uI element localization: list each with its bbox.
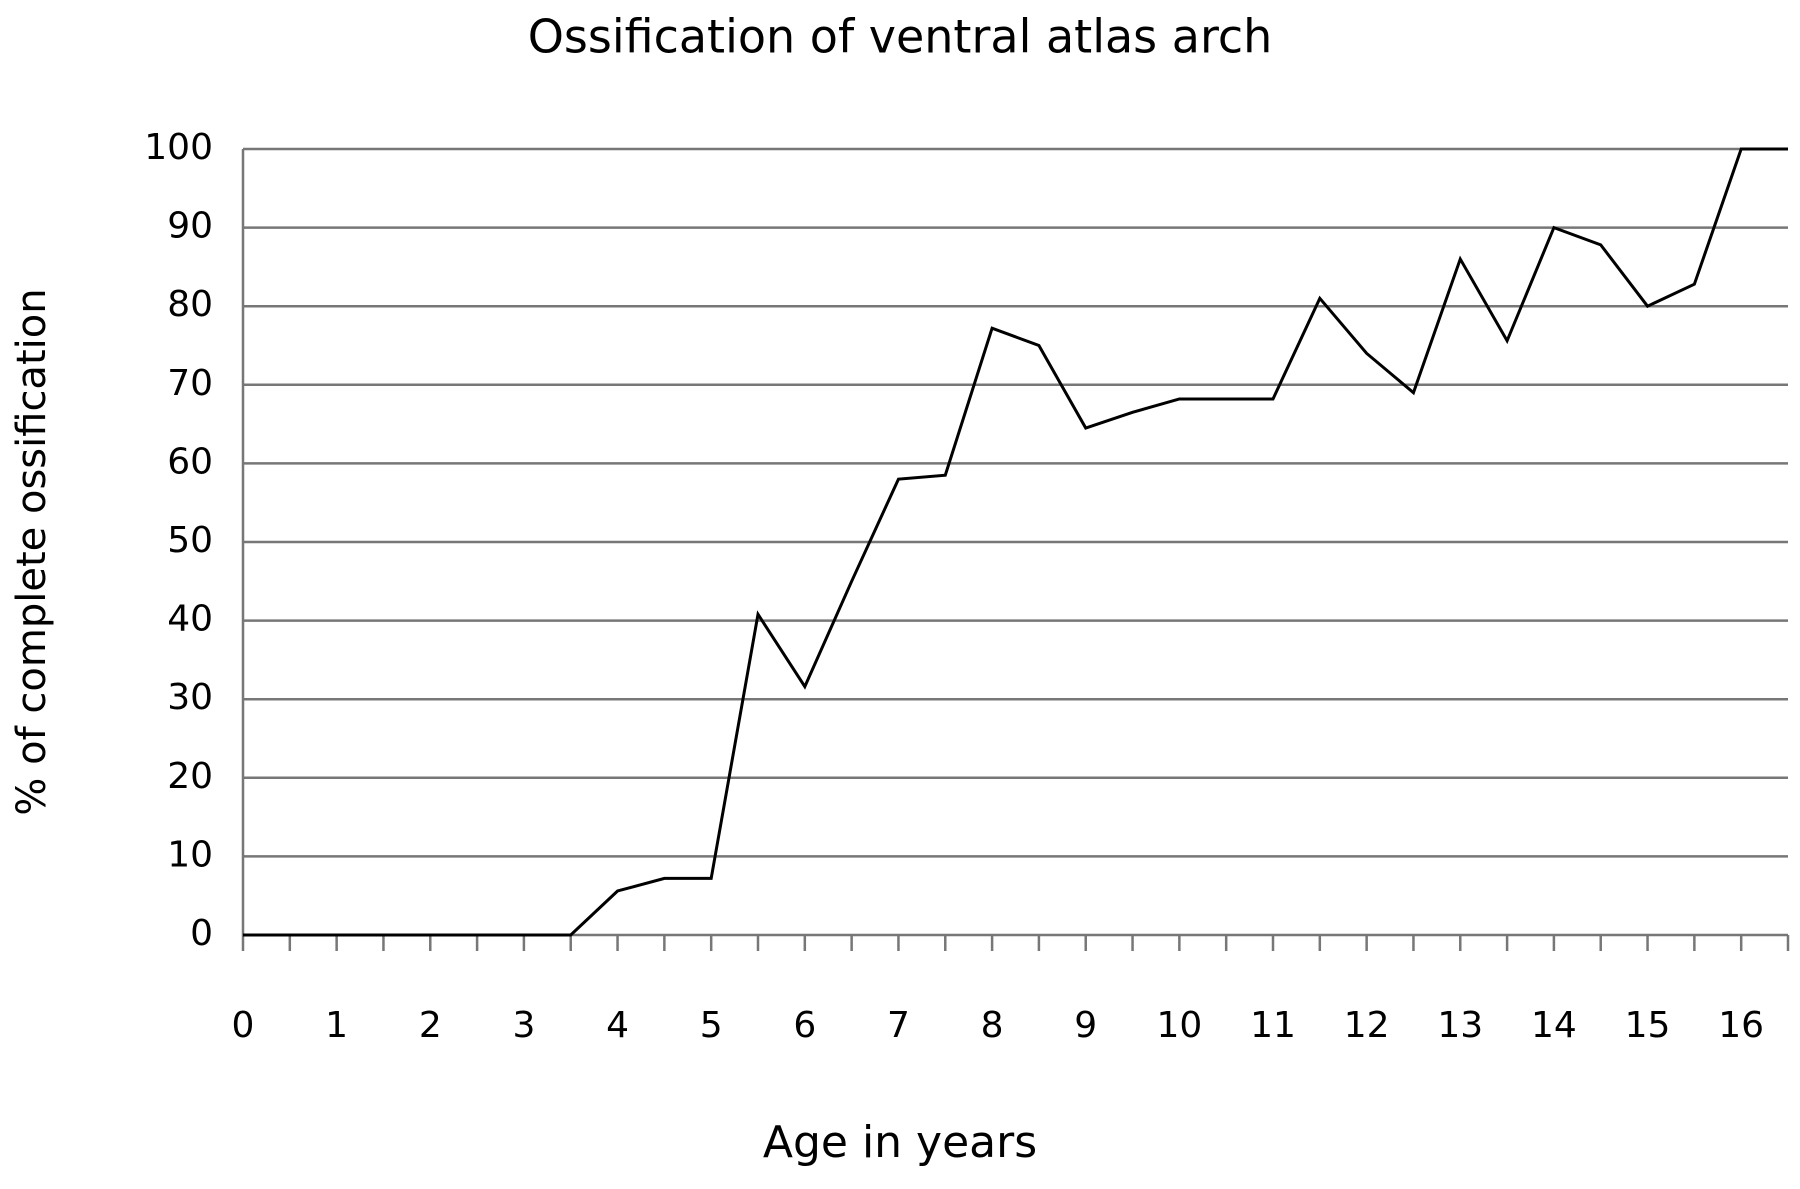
- y-tick-label: 30: [167, 677, 213, 718]
- y-tick-label: 40: [167, 599, 213, 640]
- x-tick-label: 11: [1250, 1005, 1296, 1046]
- x-tick-label: 1: [325, 1005, 348, 1046]
- x-tick-label: 4: [606, 1005, 629, 1046]
- x-tick-label: 13: [1437, 1005, 1483, 1046]
- x-tick-label: 7: [887, 1005, 910, 1046]
- x-tick-label: 5: [700, 1005, 723, 1046]
- data-line: [243, 147, 1788, 937]
- x-tick-label: 0: [232, 1005, 255, 1046]
- y-tick-label: 0: [190, 913, 213, 954]
- y-tick-label: 20: [167, 756, 213, 797]
- x-tick-label: 8: [981, 1005, 1004, 1046]
- x-tick-label: 10: [1156, 1005, 1202, 1046]
- x-axis-label: Age in years: [763, 1117, 1037, 1168]
- x-tick-label: 15: [1625, 1005, 1671, 1046]
- x-tick-label: 2: [419, 1005, 442, 1046]
- x-tick-label: 12: [1344, 1005, 1390, 1046]
- y-tick-label: 90: [167, 206, 213, 247]
- y-axis-label: % of complete ossification: [9, 288, 55, 815]
- x-tick-label: 9: [1074, 1005, 1097, 1046]
- x-tick-label: 14: [1531, 1005, 1577, 1046]
- x-tick-label: 3: [512, 1005, 535, 1046]
- chart-title: Ossification of ventral atlas arch: [528, 10, 1273, 64]
- y-tick-label: 80: [167, 284, 213, 325]
- y-tick-label: 10: [167, 834, 213, 875]
- x-tick-label: 6: [793, 1005, 816, 1046]
- y-tick-label: 60: [167, 441, 213, 482]
- y-tick-label: 50: [167, 520, 213, 561]
- x-tick-label: 16: [1718, 1005, 1764, 1046]
- y-tick-label: 70: [167, 363, 213, 404]
- y-tick-label: 100: [144, 127, 213, 168]
